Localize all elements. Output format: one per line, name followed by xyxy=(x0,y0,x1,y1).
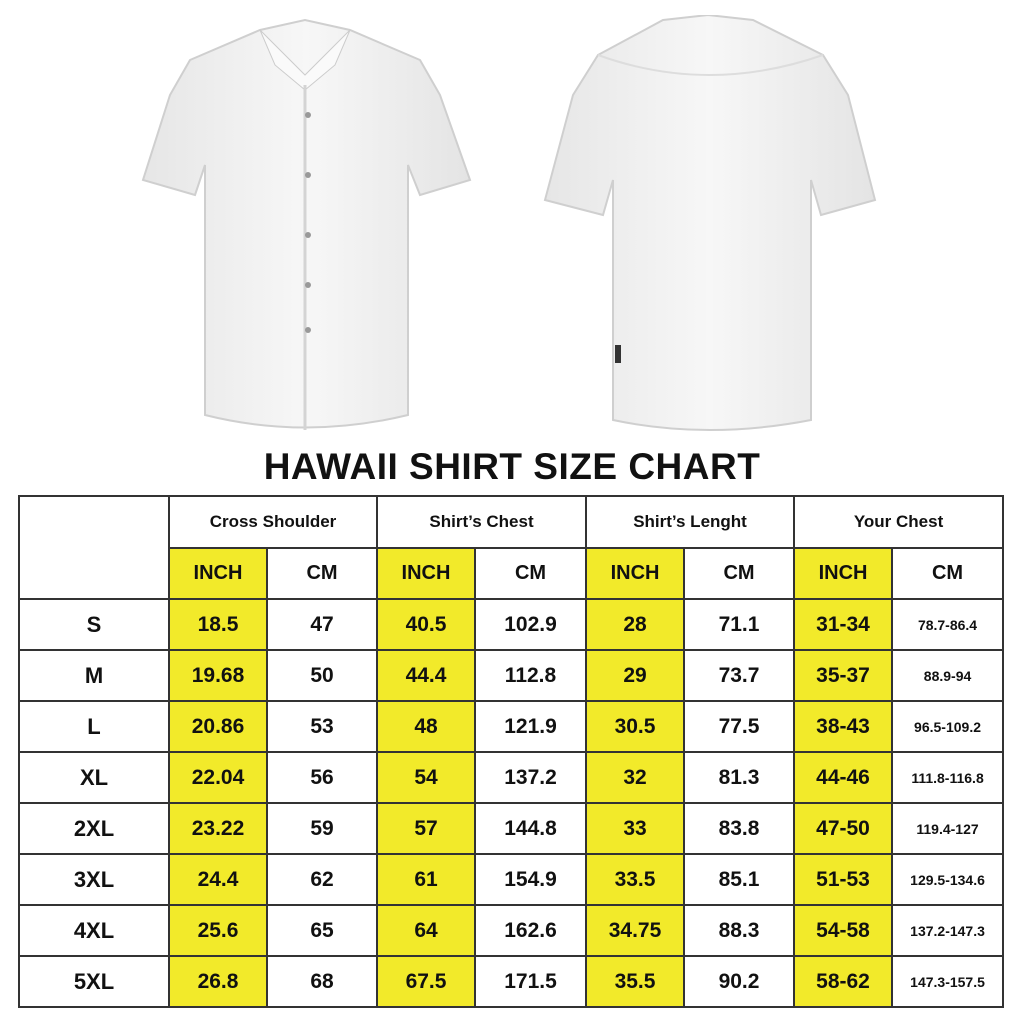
corner-cell xyxy=(18,495,170,600)
value-cell: 88.9-94 xyxy=(891,649,1005,702)
shirt-front-image xyxy=(141,18,472,430)
size-label: L xyxy=(18,700,170,753)
value-cell: 102.9 xyxy=(473,598,588,651)
value-cell: 137.2-147.3 xyxy=(891,904,1005,957)
value-cell: 67.5 xyxy=(376,955,476,1008)
unit-cm: CM xyxy=(683,547,796,600)
value-cell: 83.8 xyxy=(683,802,796,855)
unit-inch: INCH xyxy=(376,547,476,600)
value-cell: 50 xyxy=(266,649,378,702)
value-cell: 53 xyxy=(266,700,378,753)
table-row: 3XL 24.4 62 61 154.9 33.5 85.1 51-53 129.5-134.6 xyxy=(18,853,1005,906)
value-cell: 96.5-109.2 xyxy=(891,700,1005,753)
header-shirt-length: Shirt’s Lenght xyxy=(585,495,796,549)
value-cell: 57 xyxy=(376,802,476,855)
value-cell: 111.8-116.8 xyxy=(891,751,1005,804)
size-label: 2XL xyxy=(18,802,170,855)
header-cross-shoulder: Cross Shoulder xyxy=(168,495,378,549)
unit-inch: INCH xyxy=(793,547,894,600)
unit-cm: CM xyxy=(473,547,588,600)
value-cell: 54-58 xyxy=(793,904,894,957)
size-chart-table: Cross Shoulder Shirt’s Chest Shirt’s Len… xyxy=(18,495,1005,1008)
value-cell: 112.8 xyxy=(473,649,588,702)
value-cell: 137.2 xyxy=(473,751,588,804)
page-title: HAWAII SHIRT SIZE CHART xyxy=(263,446,761,487)
value-cell: 33.5 xyxy=(585,853,686,906)
unit-cm: CM xyxy=(266,547,378,600)
value-cell: 20.86 xyxy=(168,700,268,753)
value-cell: 24.4 xyxy=(168,853,268,906)
value-cell: 31-34 xyxy=(793,598,894,651)
value-cell: 88.3 xyxy=(683,904,796,957)
value-cell: 154.9 xyxy=(473,853,588,906)
unit-inch: INCH xyxy=(168,547,268,600)
value-cell: 58-62 xyxy=(793,955,894,1008)
value-cell: 54 xyxy=(376,751,476,804)
table-row: XL 22.04 56 54 137.2 32 81.3 44-46 111.8-116.8 xyxy=(18,751,1005,804)
value-cell: 40.5 xyxy=(376,598,476,651)
shirt-back-image xyxy=(543,15,877,431)
value-cell: 34.75 xyxy=(585,904,686,957)
value-cell: 51-53 xyxy=(793,853,894,906)
size-label: M xyxy=(18,649,170,702)
value-cell: 147.3-157.5 xyxy=(891,955,1005,1008)
value-cell: 162.6 xyxy=(473,904,588,957)
value-cell: 85.1 xyxy=(683,853,796,906)
value-cell: 28 xyxy=(585,598,686,651)
size-label: XL xyxy=(18,751,170,804)
value-cell: 65 xyxy=(266,904,378,957)
group-header-row: Cross Shoulder Shirt’s Chest Shirt’s Len… xyxy=(18,495,1005,600)
size-label: 4XL xyxy=(18,904,170,957)
value-cell: 121.9 xyxy=(473,700,588,753)
value-cell: 119.4-127 xyxy=(891,802,1005,855)
value-cell: 48 xyxy=(376,700,476,753)
value-cell: 18.5 xyxy=(168,598,268,651)
value-cell: 78.7-86.4 xyxy=(891,598,1005,651)
value-cell: 73.7 xyxy=(683,649,796,702)
value-cell: 44.4 xyxy=(376,649,476,702)
table-row: L 20.86 53 48 121.9 30.5 77.5 38-43 96.5-109.2 xyxy=(18,700,1005,753)
size-label: 5XL xyxy=(18,955,170,1008)
table-row: M 19.68 50 44.4 112.8 29 73.7 35-37 88.9-94 xyxy=(18,649,1005,702)
size-label: S xyxy=(18,598,170,651)
table-row: 2XL 23.22 59 57 144.8 33 83.8 47-50 119.4-127 xyxy=(18,802,1005,855)
value-cell: 144.8 xyxy=(473,802,588,855)
value-cell: 68 xyxy=(266,955,378,1008)
value-cell: 25.6 xyxy=(168,904,268,957)
value-cell: 77.5 xyxy=(683,700,796,753)
value-cell: 47 xyxy=(266,598,378,651)
unit-header-row: INCH CM INCH CM INCH CM INCH CM xyxy=(19,547,1005,600)
value-cell: 81.3 xyxy=(683,751,796,804)
value-cell: 35-37 xyxy=(793,649,894,702)
unit-cm: CM xyxy=(891,547,1005,600)
table-row: S 18.5 47 40.5 102.9 28 71.1 31-34 78.7-86.4 xyxy=(18,598,1005,651)
value-cell: 47-50 xyxy=(793,802,894,855)
value-cell: 33 xyxy=(585,802,686,855)
value-cell: 23.22 xyxy=(168,802,268,855)
table-row: 5XL 26.8 68 67.5 171.5 35.5 90.2 58-62 147.3-157… xyxy=(18,955,1005,1008)
value-cell: 61 xyxy=(376,853,476,906)
unit-inch: INCH xyxy=(585,547,686,600)
value-cell: 26.8 xyxy=(168,955,268,1008)
value-cell: 19.68 xyxy=(168,649,268,702)
size-label: 3XL xyxy=(18,853,170,906)
value-cell: 44-46 xyxy=(793,751,894,804)
header-shirt-chest: Shirt’s Chest xyxy=(375,495,588,549)
value-cell: 71.1 xyxy=(683,598,796,651)
value-cell: 90.2 xyxy=(683,955,796,1008)
header-your-chest: Your Chest xyxy=(793,495,1005,549)
value-cell: 38-43 xyxy=(793,700,894,753)
value-cell: 30.5 xyxy=(585,700,686,753)
value-cell: 171.5 xyxy=(473,955,588,1008)
value-cell: 64 xyxy=(376,904,476,957)
value-cell: 22.04 xyxy=(168,751,268,804)
value-cell: 129.5-134.6 xyxy=(891,853,1005,906)
value-cell: 62 xyxy=(266,853,378,906)
value-cell: 59 xyxy=(266,802,378,855)
value-cell: 35.5 xyxy=(585,955,686,1008)
table-row: 4XL 25.6 65 64 162.6 34.75 88.3 54-58 137.2-147.… xyxy=(18,904,1005,957)
value-cell: 32 xyxy=(585,751,686,804)
value-cell: 29 xyxy=(585,649,686,702)
value-cell: 56 xyxy=(266,751,378,804)
